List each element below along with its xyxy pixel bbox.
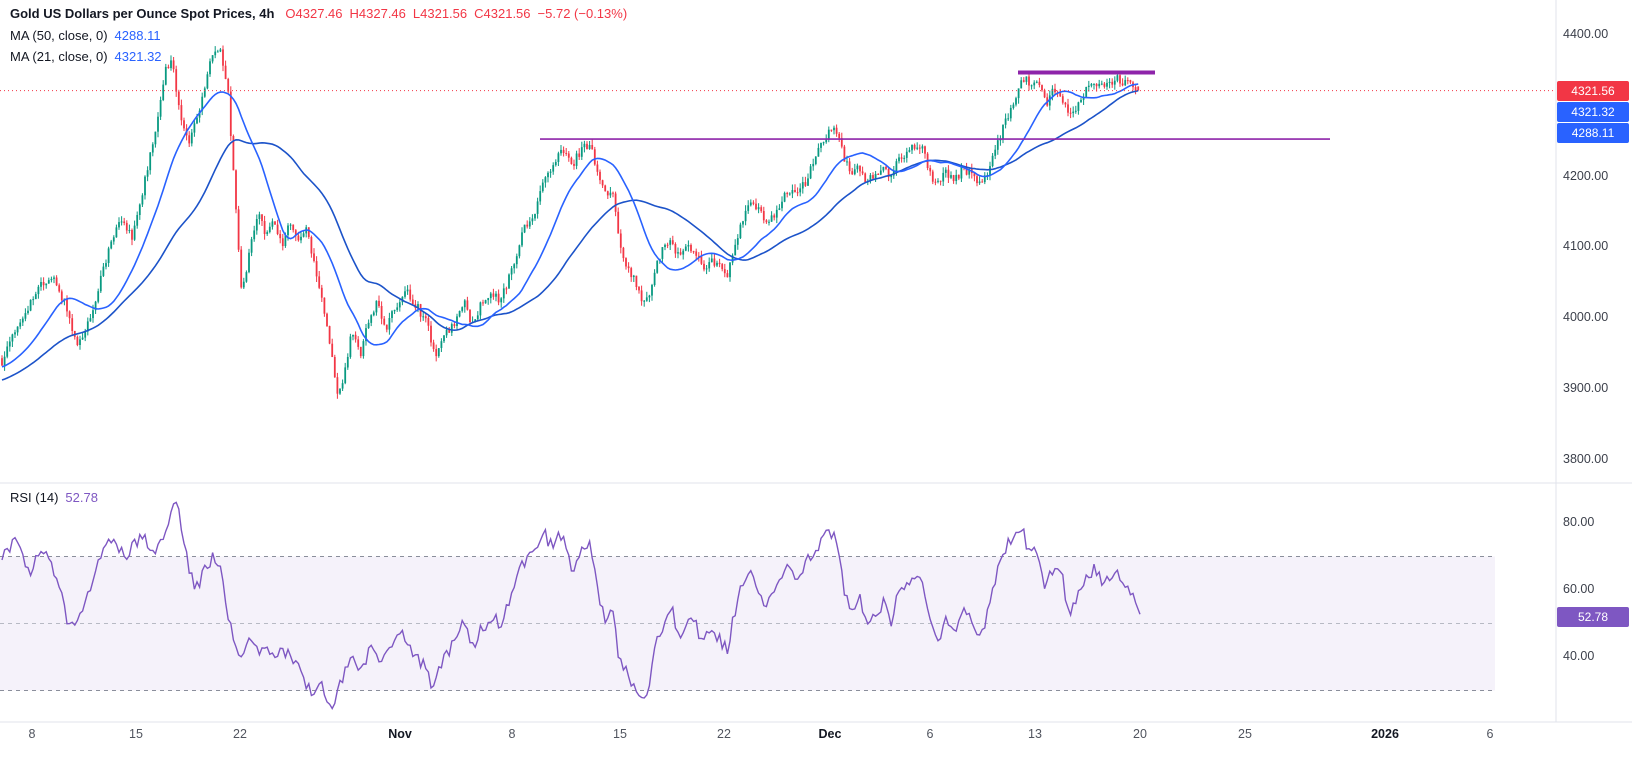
ma50-label: MA (50, close, 0) xyxy=(10,28,108,43)
ohlc-low: L4321.56 xyxy=(412,6,468,21)
time-axis-tick: 13 xyxy=(1028,727,1042,741)
ohlc-open: O4327.46 xyxy=(285,6,343,21)
ma21-value: 4321.32 xyxy=(114,49,162,64)
rsi-axis-tick: 40.00 xyxy=(1563,649,1595,663)
price-axis-tick: 3900.00 xyxy=(1563,381,1609,396)
symbol-title: Gold US Dollars per Ounce Spot Prices, 4… xyxy=(10,6,275,21)
time-axis-tick: 25 xyxy=(1238,727,1252,741)
change-value: −5.72 (−0.13%) xyxy=(537,6,628,21)
time-axis-tick: 6 xyxy=(1486,727,1494,741)
rsi-line[interactable] xyxy=(1,501,1141,710)
ma21-legend: MA (21, close, 0) 4321.32 xyxy=(10,49,162,64)
rsi-axis-tick: 80.00 xyxy=(1563,515,1595,529)
time-axis-tick: 20 xyxy=(1133,727,1147,741)
ohlc-close: C4321.56 xyxy=(474,6,531,21)
ma50-price-badge: 4288.11 xyxy=(1557,123,1629,143)
time-axis-tick: 8 xyxy=(28,727,36,741)
rsi-value: 52.78 xyxy=(65,490,98,505)
time-axis-tick: Nov xyxy=(388,727,412,741)
ma50-value: 4288.11 xyxy=(114,28,161,43)
price-axis-tick: 4000.00 xyxy=(1563,310,1609,325)
last-price-badge: 4321.56 xyxy=(1557,81,1629,101)
time-axis-tick: 15 xyxy=(613,727,627,741)
ohlc-high: H4327.46 xyxy=(349,6,406,21)
time-axis-tick: Dec xyxy=(818,727,842,741)
price-axis-tick: 4400.00 xyxy=(1563,27,1609,41)
ma50-legend: MA (50, close, 0) 4288.11 xyxy=(10,28,161,43)
time-axis-tick: 15 xyxy=(129,727,143,741)
time-axis-tick: 6 xyxy=(926,727,934,741)
ma21-label: MA (21, close, 0) xyxy=(10,49,108,64)
time-axis-tick: 22 xyxy=(233,727,247,741)
price-axis-tick: 3800.00 xyxy=(1563,451,1609,466)
rsi-axis-tick: 60.00 xyxy=(1563,582,1595,596)
time-axis-tick: 8 xyxy=(508,727,516,741)
main-legend: Gold US Dollars per Ounce Spot Prices, 4… xyxy=(10,6,627,21)
price-axis-tick: 4100.00 xyxy=(1563,239,1609,254)
rsi-value-badge: 52.78 xyxy=(1557,607,1629,627)
time-axis-tick: 22 xyxy=(717,727,731,741)
ma21-price-badge: 4321.32 xyxy=(1557,102,1629,122)
candles-layer xyxy=(1,45,1140,399)
ma21-line[interactable] xyxy=(1,83,1139,368)
time-axis-tick: 2026 xyxy=(1371,727,1399,741)
rsi-legend: RSI (14) 52.78 xyxy=(10,490,98,505)
rsi-label: RSI (14) xyxy=(10,490,59,505)
price-axis-tick: 4200.00 xyxy=(1563,168,1609,183)
